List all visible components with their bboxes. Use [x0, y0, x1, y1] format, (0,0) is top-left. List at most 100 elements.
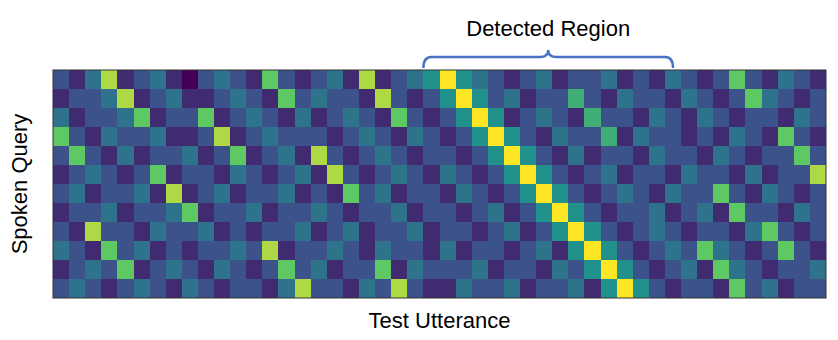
heat-cell [617, 108, 634, 128]
heat-cell [681, 127, 698, 147]
heat-cell [262, 222, 279, 242]
heat-cell [117, 184, 134, 204]
heat-cell [568, 165, 585, 185]
heat-cell [633, 184, 650, 204]
heat-cell [520, 70, 537, 90]
heat-cell [617, 146, 634, 166]
heat-cell [810, 260, 826, 280]
heat-cell [584, 146, 601, 166]
heat-cell [794, 70, 811, 90]
heat-cell [568, 127, 585, 147]
heat-cell [472, 108, 489, 128]
heat-cell [456, 279, 473, 298]
heat-cell [198, 260, 215, 280]
heat-cell [810, 108, 826, 128]
heat-cell [520, 108, 537, 128]
heat-cell [262, 241, 279, 261]
heat-cell [182, 89, 199, 109]
heat-cell [53, 89, 70, 109]
heat-cell [681, 184, 698, 204]
heat-cell [649, 184, 666, 204]
heat-cell [568, 184, 585, 204]
heat-cell [85, 222, 102, 242]
heat-cell [214, 165, 231, 185]
heat-cell [729, 260, 746, 280]
heat-cell [262, 70, 279, 90]
heat-cell [504, 70, 521, 90]
heat-cell [568, 241, 585, 261]
heat-cell [617, 222, 634, 242]
heat-cell [552, 127, 569, 147]
heat-cell [311, 279, 328, 298]
heat-cell [85, 203, 102, 223]
heat-cell [278, 260, 295, 280]
heat-cell [343, 222, 360, 242]
heat-cell [762, 146, 779, 166]
heat-cell [697, 89, 714, 109]
heat-cell [182, 222, 199, 242]
heat-cell [166, 146, 183, 166]
heat-cell [584, 184, 601, 204]
heat-cell [214, 127, 231, 147]
heat-cell [198, 203, 215, 223]
heat-cell [391, 184, 408, 204]
heat-cell [359, 108, 376, 128]
heat-cell [262, 165, 279, 185]
heat-cell [262, 279, 279, 298]
heat-cell [536, 165, 553, 185]
heat-cell [182, 108, 199, 128]
heat-cell [359, 203, 376, 223]
heat-cell [520, 146, 537, 166]
heat-cell [295, 108, 312, 128]
heat-cell [794, 241, 811, 261]
heat-cell [407, 241, 424, 261]
heat-cell [53, 165, 70, 185]
heat-cell [69, 260, 86, 280]
heat-cell [311, 184, 328, 204]
heat-cell [552, 165, 569, 185]
heat-cell [375, 203, 392, 223]
heat-cell [665, 89, 682, 109]
heat-cell [794, 108, 811, 128]
heat-cell [262, 260, 279, 280]
heat-cell [407, 260, 424, 280]
heat-cell [295, 222, 312, 242]
heat-cell [407, 184, 424, 204]
heat-cell [246, 203, 263, 223]
heat-cell [150, 222, 167, 242]
heat-cell [53, 70, 70, 90]
heat-cell [504, 241, 521, 261]
heat-cell [359, 260, 376, 280]
heat-cell [375, 146, 392, 166]
heat-cell [568, 260, 585, 280]
heat-cell [327, 165, 344, 185]
heat-cell [101, 203, 118, 223]
y-axis-title: Spoken Query [7, 114, 32, 255]
heat-cell [472, 70, 489, 90]
heat-cell [745, 222, 762, 242]
heat-cell [359, 89, 376, 109]
heat-cell [230, 108, 247, 128]
heat-cell [729, 89, 746, 109]
heat-cell [134, 279, 151, 298]
heat-cell [391, 260, 408, 280]
heat-cell [117, 222, 134, 242]
heat-cell [584, 127, 601, 147]
heat-cell [440, 127, 457, 147]
heat-cell [713, 260, 730, 280]
heat-cell [198, 222, 215, 242]
heat-cell [794, 260, 811, 280]
heat-cell [375, 108, 392, 128]
heat-cell [295, 184, 312, 204]
heat-cell [681, 203, 698, 223]
heat-cell [295, 260, 312, 280]
heat-cell [407, 222, 424, 242]
heat-cell [617, 184, 634, 204]
heat-cell [327, 279, 344, 298]
heat-cell [134, 260, 151, 280]
heat-cell [343, 89, 360, 109]
heat-cell [375, 222, 392, 242]
heat-cell [69, 184, 86, 204]
heat-cell [681, 89, 698, 109]
heat-cell [166, 89, 183, 109]
